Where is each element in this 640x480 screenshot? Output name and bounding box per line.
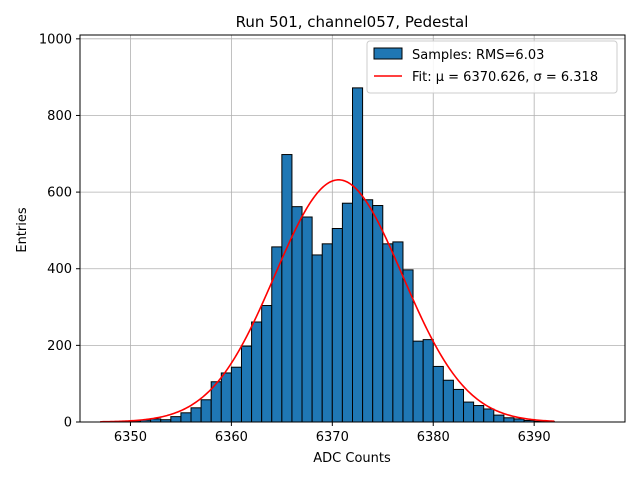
histogram-bar (311, 254, 323, 423)
histogram-bar (442, 379, 454, 423)
chart-title: Run 501, channel057, Pedestal (236, 13, 469, 31)
y-tick-label: 200 (47, 339, 72, 354)
histogram-bar (392, 241, 404, 423)
histogram-bar (483, 408, 495, 423)
legend-box (366, 40, 618, 94)
x-tick-label: 6350 (114, 430, 147, 445)
histogram-bar (321, 243, 333, 423)
histogram-bar (220, 372, 232, 423)
y-tick-label: 0 (64, 416, 72, 431)
x-tick-label: 6370 (316, 430, 349, 445)
histogram-bar (352, 87, 364, 423)
fit-curve (100, 179, 555, 423)
histogram-bar (463, 401, 475, 423)
histogram-bar (261, 305, 273, 423)
histogram-bar (372, 205, 384, 423)
histogram-bar (190, 407, 202, 423)
histogram-bar (200, 399, 212, 423)
histogram-bars (109, 87, 555, 423)
histogram-bar (382, 243, 394, 423)
histogram-bar (271, 246, 283, 423)
y-tick-label: 1000 (39, 32, 72, 47)
histogram-bar (362, 199, 374, 423)
histogram-bar (291, 206, 303, 423)
histogram-bar (331, 228, 343, 423)
plot-frame (79, 34, 626, 423)
histogram-bar (281, 154, 293, 423)
histogram-bar (341, 202, 354, 423)
histogram-bar (180, 412, 192, 423)
histogram-bar (452, 388, 465, 423)
histogram-bar (473, 405, 485, 423)
histogram-bar (493, 414, 505, 423)
y-tick-label: 800 (47, 109, 72, 124)
legend-label-fit: Fit: μ = 6370.626, σ = 6.318 (412, 70, 598, 85)
y-tick-label: 600 (47, 186, 72, 201)
legend-label-histogram: Samples: RMS=6.03 (412, 48, 544, 63)
histogram-bar (301, 216, 313, 423)
x-axis-label: ADC Counts (313, 451, 391, 466)
x-axis-ticks: 6350 6360 6370 6380 6390 (114, 422, 551, 445)
x-tick-label: 6360 (215, 430, 248, 445)
y-tick-label: 400 (47, 262, 72, 277)
y-axis-ticks: 0 200 400 600 800 1000 (39, 32, 80, 431)
histogram-bar (412, 340, 424, 423)
histogram-bar (503, 417, 515, 423)
x-tick-label: 6380 (417, 430, 450, 445)
x-tick-label: 6390 (518, 430, 551, 445)
histogram-bar (432, 365, 444, 423)
histogram-bar (251, 321, 263, 423)
histogram-bar (170, 416, 182, 423)
histogram-bar (240, 345, 253, 423)
y-axis-label: Entries (15, 207, 30, 253)
legend: Samples: RMS=6.03 Fit: μ = 6370.626, σ =… (366, 40, 618, 94)
histogram-bar (230, 366, 242, 423)
legend-swatch-histogram (373, 47, 403, 60)
histogram-bar (402, 269, 414, 423)
histogram-bar (422, 339, 434, 423)
